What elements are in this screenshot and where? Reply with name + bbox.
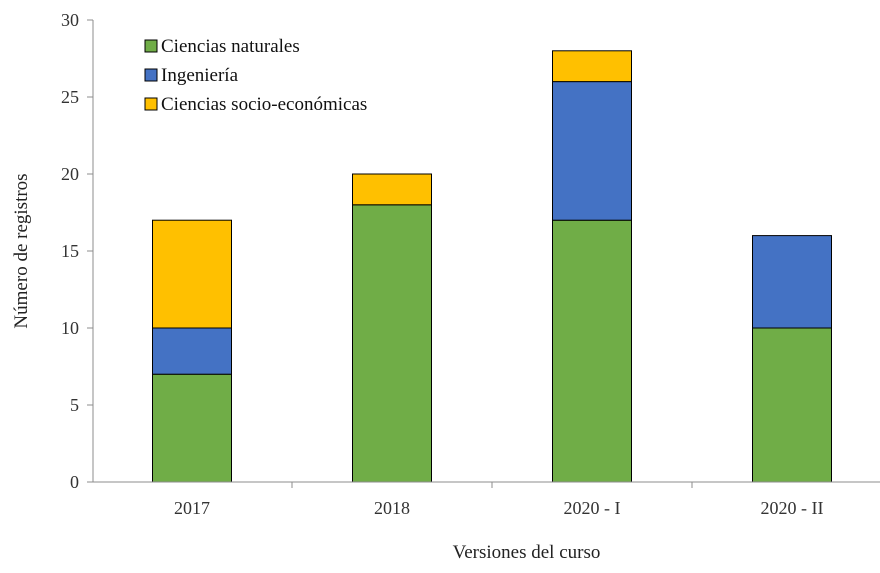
- x-tick-label: 2018: [374, 498, 410, 518]
- legend-label: Ciencias socio-económicas: [161, 94, 367, 115]
- bar-segment: [553, 51, 632, 82]
- bar-segment: [153, 220, 232, 328]
- y-tick-label: 30: [61, 10, 79, 30]
- y-tick-label: 25: [61, 87, 79, 107]
- legend-label: Ciencias naturales: [161, 36, 300, 57]
- x-tick-label: 2020 - I: [564, 498, 621, 518]
- legend: Ciencias naturales Ingeniería Ciencias soc…: [145, 36, 367, 115]
- legend-item: Ciencias socio-económicas: [145, 94, 367, 115]
- legend-label: Ingeniería: [161, 65, 239, 86]
- legend-swatch: [145, 40, 157, 52]
- x-ticks: 2017 2018 2020 - I 2020 - II: [174, 482, 823, 518]
- bar-segment: [753, 236, 832, 328]
- plot-area: [153, 51, 832, 482]
- x-tick-label: 2020 - II: [761, 498, 824, 518]
- x-axis-title: Versiones del curso: [453, 542, 601, 563]
- bar-segment: [353, 205, 432, 482]
- bar-segment: [153, 374, 232, 482]
- bar-segment: [553, 220, 632, 482]
- legend-item: Ingeniería: [145, 65, 239, 86]
- legend-swatch: [145, 69, 157, 81]
- bar-segment: [753, 328, 832, 482]
- y-tick-label: 5: [70, 395, 79, 415]
- legend-item: Ciencias naturales: [145, 36, 300, 57]
- y-ticks: 0 5 10 15 20 25 30: [61, 10, 93, 492]
- y-tick-label: 15: [61, 241, 79, 261]
- legend-swatch: [145, 98, 157, 110]
- bar-segment: [553, 82, 632, 221]
- bar-segment: [353, 174, 432, 205]
- y-tick-label: 10: [61, 318, 79, 338]
- y-axis-title: Número de registros: [11, 173, 32, 328]
- bar-segment: [153, 328, 232, 374]
- x-tick-label: 2017: [174, 498, 210, 518]
- y-tick-label: 0: [70, 472, 79, 492]
- y-tick-label: 20: [61, 164, 79, 184]
